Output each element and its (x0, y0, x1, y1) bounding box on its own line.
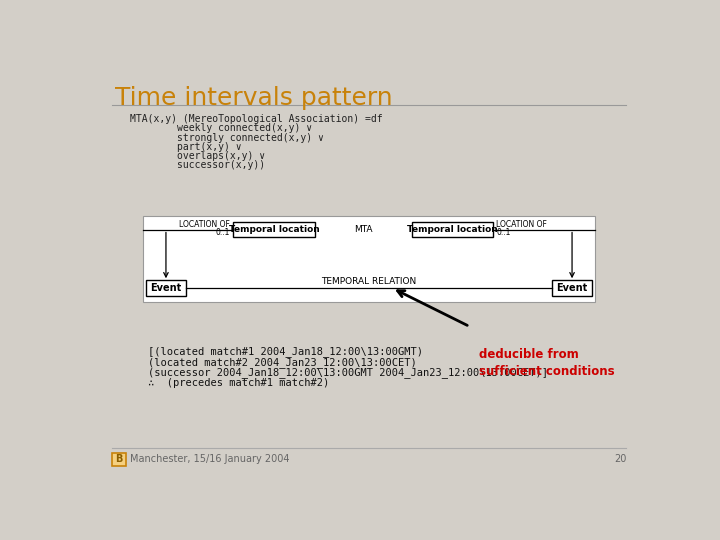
Text: LOCATION OF: LOCATION OF (179, 220, 230, 230)
Text: 20: 20 (614, 455, 626, 464)
Text: [(located match#1 2004_Jan18_12:00\13:00GMT): [(located match#1 2004_Jan18_12:00\13:00… (148, 346, 423, 357)
Text: part(x,y) ∨: part(x,y) ∨ (130, 142, 242, 152)
Text: Temporal location: Temporal location (229, 225, 320, 234)
Text: (successor 2004_Jan18_12:00\13:00GMT 2004_Jan23_12:00\13:00CET)]: (successor 2004_Jan18_12:00\13:00GMT 200… (148, 367, 548, 379)
Text: MTA(x,y) (MereoTopological Association) =df: MTA(x,y) (MereoTopological Association) … (130, 114, 383, 124)
Text: Event: Event (557, 283, 588, 293)
Text: weekly connected(x,y) ∨: weekly connected(x,y) ∨ (130, 123, 312, 133)
FancyBboxPatch shape (143, 215, 595, 302)
Text: MTA: MTA (354, 225, 372, 234)
Text: Manchester, 15/16 January 2004: Manchester, 15/16 January 2004 (130, 455, 289, 464)
FancyBboxPatch shape (145, 280, 186, 296)
Text: TEMPORAL RELATION: TEMPORAL RELATION (321, 277, 417, 286)
Text: Temporal location: Temporal location (407, 225, 498, 234)
FancyBboxPatch shape (552, 280, 593, 296)
Text: strongly connected(x,y) ∨: strongly connected(x,y) ∨ (130, 132, 324, 143)
Text: deducible from
sufficient conditions: deducible from sufficient conditions (479, 348, 615, 378)
FancyBboxPatch shape (112, 453, 126, 466)
Text: Time intervals pattern: Time intervals pattern (114, 86, 392, 110)
Text: LOCATION OF: LOCATION OF (496, 220, 547, 230)
Text: overlaps(x,y) ∨: overlaps(x,y) ∨ (130, 151, 266, 161)
Text: 0..1: 0..1 (496, 228, 510, 237)
Text: 0..1: 0..1 (216, 228, 230, 237)
Text: ∴  (precedes match#1 match#2): ∴ (precedes match#1 match#2) (148, 378, 329, 388)
Text: successor(x,y)): successor(x,y)) (130, 160, 266, 170)
FancyBboxPatch shape (412, 222, 493, 237)
Text: B: B (115, 455, 122, 464)
Text: (located match#2 2004_Jan23_12:00\13:00CET): (located match#2 2004_Jan23_12:00\13:00C… (148, 356, 417, 368)
FancyBboxPatch shape (233, 222, 315, 237)
Text: Event: Event (150, 283, 181, 293)
